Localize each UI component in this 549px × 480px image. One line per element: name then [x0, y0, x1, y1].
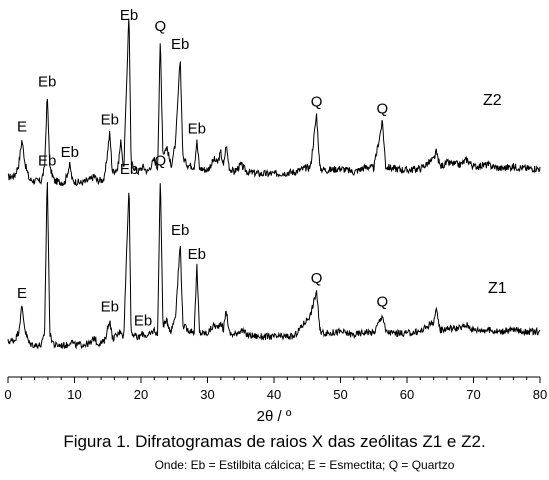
series-label-z2: Z2 — [483, 92, 502, 109]
peak-label-z1-15: Q — [154, 153, 166, 170]
figure-legend-note: Onde: Eb = Estilbita cálcica; E = Esmect… — [154, 458, 455, 472]
peak-label-z2-1: Eb — [38, 74, 56, 91]
plot-area — [7, 18, 541, 350]
x-tick-label: 50 — [333, 387, 347, 402]
peak-label-z1-18: Q — [311, 270, 323, 287]
peak-label-z1-19: Q — [377, 294, 389, 311]
x-tick-label: 40 — [267, 387, 281, 402]
peak-label-z1-14: Eb — [134, 312, 152, 329]
x-tick-label: 20 — [134, 387, 148, 402]
series-line-z1 — [7, 181, 541, 350]
series-label-z1: Z1 — [488, 280, 507, 297]
peak-label-z2-8: Q — [311, 93, 323, 110]
peak-label-z2-7: Eb — [188, 120, 206, 137]
x-tick-label: 0 — [4, 387, 11, 402]
peak-label-z2-2: Eb — [61, 144, 79, 161]
x-tick-label: 80 — [533, 387, 547, 402]
peak-label-z2-4: Eb — [120, 7, 138, 24]
peak-label-z2-0: E — [17, 119, 27, 136]
peak-label-z1-13: Eb — [120, 161, 138, 178]
x-tick-label: 60 — [400, 387, 414, 402]
x-axis: 0 10 20 30 40 50 60 70 80 2θ / º — [4, 376, 547, 425]
figure-caption: Figura 1. Difratogramas de raios X das z… — [63, 432, 486, 451]
peak-label-z1-16: Eb — [171, 222, 189, 239]
peak-label-z2-5: Q — [154, 18, 166, 35]
peak-label-z1-11: Eb — [38, 153, 56, 170]
series-line-z2 — [7, 18, 541, 187]
x-tick-label: 70 — [466, 387, 480, 402]
x-axis-label: 2θ / º — [257, 408, 292, 425]
peak-label-z2-9: Q — [377, 101, 389, 118]
x-tick-label: 10 — [67, 387, 81, 402]
peak-label-z1-10: E — [17, 285, 27, 302]
peak-label-z2-6: Eb — [171, 36, 189, 53]
peak-label-z1-17: Eb — [188, 246, 206, 263]
xrd-chart: 0 10 20 30 40 50 60 70 80 2θ / º Z2 Z1 E Eb Eb Eb Eb Q Eb… — [4, 7, 547, 425]
annotations: Z2 Z1 E Eb Eb Eb Eb Q Eb Eb Q Q E Eb Eb Eb Eb Q Eb Eb Q Q — [17, 7, 507, 329]
peak-label-z1-12: Eb — [101, 299, 119, 316]
x-tick-label: 30 — [200, 387, 214, 402]
peak-label-z2-3: Eb — [101, 111, 119, 128]
